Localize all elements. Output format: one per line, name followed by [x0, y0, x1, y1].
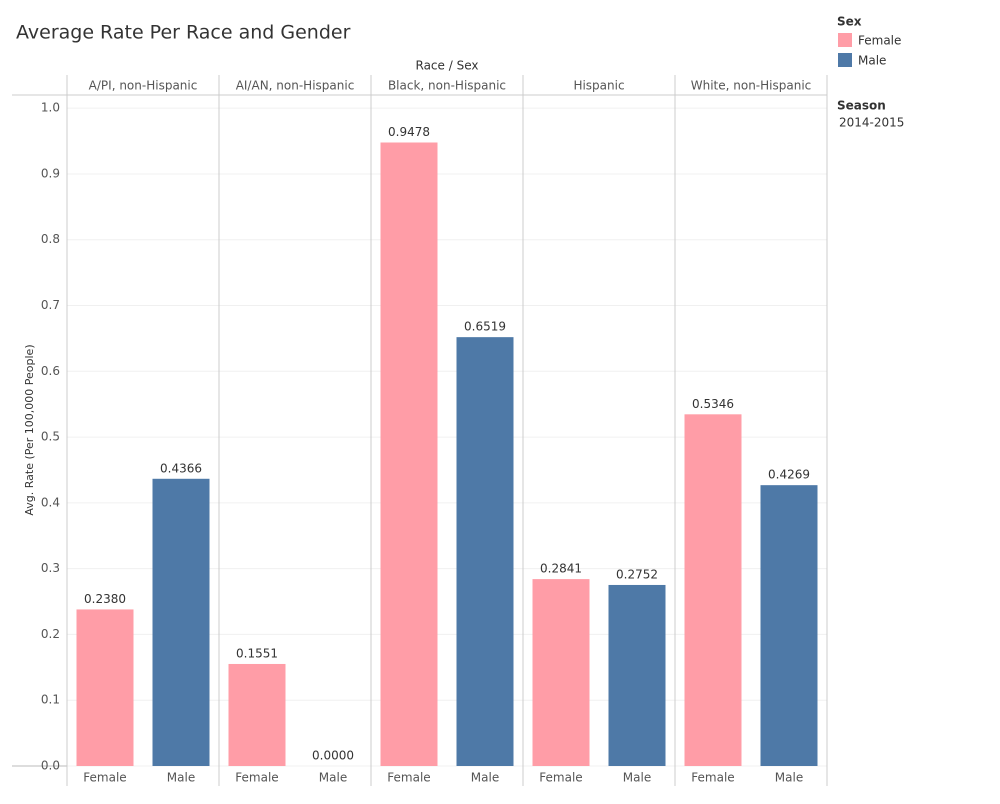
- x-tick-label: Female: [387, 771, 430, 785]
- bar: [456, 337, 514, 766]
- y-tick-label: 0.7: [41, 298, 60, 312]
- x-tick-label: Male: [167, 771, 195, 785]
- value-label: 0.5346: [692, 397, 734, 411]
- value-label: 0.4269: [768, 468, 810, 482]
- group-label: AI/AN, non-Hispanic: [236, 79, 355, 93]
- x-tick-label: Female: [83, 771, 126, 785]
- legend-label: Female: [858, 34, 901, 48]
- group-label: Black, non-Hispanic: [388, 79, 506, 93]
- y-tick-label: 0.8: [41, 232, 60, 246]
- x-tick-label: Male: [319, 771, 347, 785]
- x-tick-label: Male: [775, 771, 803, 785]
- value-label: 0.2841: [540, 562, 582, 576]
- y-tick-label: 0.3: [41, 561, 60, 575]
- bar: [684, 414, 742, 766]
- y-tick-label: 0.0: [41, 759, 60, 773]
- legend-label: Male: [858, 54, 886, 68]
- value-label: 0.2752: [616, 567, 658, 581]
- y-tick-label: 0.1: [41, 693, 60, 707]
- filter-title: Season: [837, 99, 886, 113]
- value-label: 0.4366: [160, 461, 202, 475]
- filter-value: 2014-2015: [839, 116, 904, 130]
- y-tick-label: 0.2: [41, 627, 60, 641]
- bar: [152, 478, 210, 766]
- value-label: 0.6519: [464, 320, 506, 334]
- legend-swatch: [838, 33, 852, 47]
- group-label: White, non-Hispanic: [691, 79, 812, 93]
- y-tick-label: 0.4: [41, 495, 60, 509]
- y-tick-label: 0.9: [41, 166, 60, 180]
- x-tick-label: Male: [471, 771, 499, 785]
- y-tick-label: 0.5: [41, 430, 60, 444]
- x-tick-label: Male: [623, 771, 651, 785]
- value-label: 0.0000: [312, 749, 354, 763]
- bar: [760, 485, 818, 766]
- x-tick-label: Female: [691, 771, 734, 785]
- group-label: A/PI, non-Hispanic: [89, 79, 198, 93]
- bar: [532, 579, 590, 766]
- value-label: 0.9478: [388, 125, 430, 139]
- x-tick-label: Female: [235, 771, 278, 785]
- header: Race / Sex: [416, 59, 479, 73]
- y-tick-label: 1.0: [41, 101, 60, 115]
- bar: [76, 609, 134, 766]
- value-label: 0.2380: [84, 592, 126, 606]
- legend-title: Sex: [837, 15, 862, 29]
- bar: [380, 142, 438, 766]
- group-label: Hispanic: [573, 79, 624, 93]
- y-tick-label: 0.6: [41, 364, 60, 378]
- bar: [608, 584, 666, 766]
- value-label: 0.1551: [236, 646, 278, 660]
- bar: [228, 663, 286, 766]
- chart-title: Average Rate Per Race and Gender: [16, 22, 351, 44]
- x-tick-label: Female: [539, 771, 582, 785]
- legend-swatch: [838, 53, 852, 67]
- y-axis-title: Avg. Rate (Per 100,000 People): [23, 344, 36, 515]
